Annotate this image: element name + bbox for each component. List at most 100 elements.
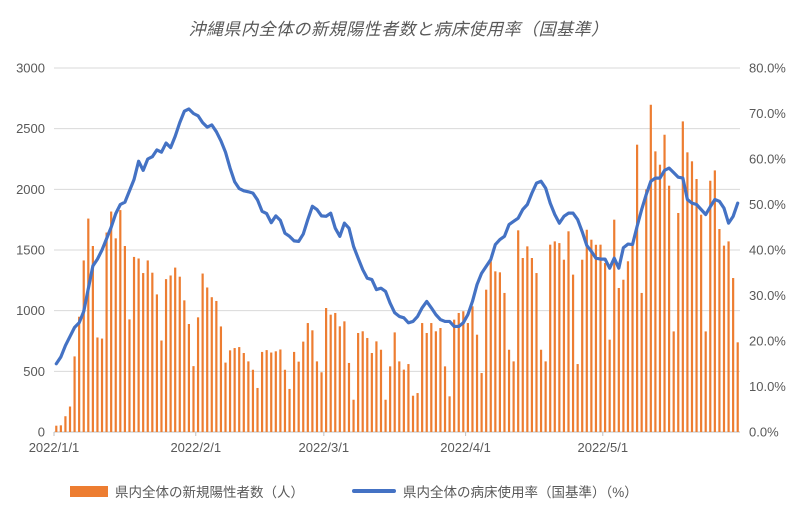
daily-cases-bar <box>613 219 616 432</box>
legend-item-cases: 県内全体の新規陽性者数（人） <box>70 481 304 501</box>
daily-cases-bar <box>663 134 666 433</box>
daily-cases-bar <box>713 170 716 432</box>
y-axis-left-label: 500 <box>23 364 45 379</box>
bed-usage-line <box>54 107 740 366</box>
daily-cases-bar <box>471 306 474 432</box>
daily-cases-bar <box>160 340 163 432</box>
bed-usage-legend-label: 県内全体の病床使用率（国基準）（%） <box>403 485 638 500</box>
daily-cases-bar <box>137 258 140 432</box>
daily-cases-bar <box>78 316 81 432</box>
daily-cases-bar <box>279 349 282 432</box>
daily-cases-bar <box>539 349 543 432</box>
y-axis-left-label: 2500 <box>16 121 45 136</box>
daily-cases-bar <box>320 372 323 432</box>
y-axis-left-label: 3000 <box>16 61 45 76</box>
daily-cases-bar <box>228 350 232 432</box>
daily-cases-bar <box>485 289 488 432</box>
daily-cases-bar <box>631 244 634 432</box>
daily-cases-bar <box>219 326 223 432</box>
daily-cases-bar <box>174 267 177 432</box>
x-axis-label: 2022/1/1 <box>29 440 80 455</box>
daily-cases-bar <box>622 279 625 432</box>
daily-cases-bar <box>626 261 630 432</box>
daily-cases-bar <box>96 337 99 432</box>
daily-cases-bar <box>430 323 433 432</box>
daily-cases-bar <box>658 164 662 432</box>
daily-cases-bar <box>233 348 236 432</box>
daily-cases-bar <box>603 262 607 432</box>
daily-cases-bar <box>119 210 122 432</box>
daily-cases-bar <box>512 361 515 432</box>
daily-cases-bar <box>636 144 639 432</box>
y-axis-right-label: 20.0% <box>749 334 786 349</box>
daily-cases-bar <box>425 332 428 432</box>
y-axis-right-label: 80.0% <box>749 61 786 76</box>
daily-cases-bar <box>151 272 154 432</box>
daily-cases-bar <box>649 104 652 432</box>
daily-cases-bar <box>91 246 94 432</box>
daily-cases-bar <box>343 321 346 432</box>
daily-cases-bar <box>110 211 113 432</box>
daily-cases-bar <box>393 332 396 432</box>
daily-cases-bar <box>265 350 268 432</box>
daily-cases-bar <box>192 366 195 432</box>
legend-item-bed-usage: 県内全体の病床使用率（国基準）（%） <box>352 481 638 501</box>
daily-cases-bar <box>357 332 360 432</box>
daily-cases-bar <box>334 312 337 432</box>
x-axis-label: 2022/2/1 <box>170 440 221 455</box>
daily-cases-bar <box>732 278 735 432</box>
daily-cases-bar <box>238 347 241 432</box>
daily-cases-bar <box>434 331 437 432</box>
daily-cases-bar <box>517 230 520 432</box>
daily-cases-bar <box>411 395 415 432</box>
daily-cases-bar <box>640 292 643 432</box>
daily-cases-bar <box>585 229 588 432</box>
daily-cases-bar <box>379 349 383 432</box>
cases-legend-swatch <box>70 485 108 497</box>
daily-cases-bar <box>562 259 566 432</box>
daily-cases-bar <box>55 425 58 432</box>
daily-cases-bar <box>338 326 341 432</box>
daily-cases-bar <box>480 373 483 432</box>
daily-cases-bar <box>270 352 273 432</box>
daily-cases-bar <box>544 361 547 432</box>
daily-cases-bar <box>183 300 186 432</box>
y-axis-right-label: 0.0% <box>749 425 779 440</box>
daily-cases-bar <box>407 364 410 432</box>
daily-cases-bar <box>677 212 680 432</box>
daily-cases-bar <box>695 179 698 432</box>
daily-cases-bar <box>283 369 287 432</box>
y-axis-right-label: 40.0% <box>749 243 786 258</box>
daily-cases-bar <box>247 361 250 432</box>
daily-cases-bar <box>448 396 451 432</box>
daily-cases-bar <box>105 232 108 432</box>
daily-cases-bar <box>59 425 62 432</box>
daily-cases-bar <box>718 229 721 432</box>
daily-cases-bar <box>402 369 405 432</box>
daily-cases-bar <box>722 245 726 432</box>
daily-cases-bar <box>306 323 309 432</box>
daily-cases-bar <box>389 366 392 432</box>
daily-cases-bar <box>329 314 332 432</box>
daily-cases-bar <box>503 292 506 432</box>
daily-cases-bar <box>132 256 136 432</box>
y-axis-left-label: 1500 <box>16 243 45 258</box>
daily-cases-bar <box>352 399 355 432</box>
daily-cases-bar <box>704 331 707 432</box>
daily-cases-bar <box>530 258 534 432</box>
daily-cases-bar <box>146 260 149 432</box>
daily-cases-bar <box>599 244 602 432</box>
daily-cases-bar <box>128 319 131 432</box>
daily-cases-bar <box>178 276 181 432</box>
daily-cases-bar <box>466 323 469 432</box>
bed-usage-legend-swatch <box>352 489 396 493</box>
daily-cases-bar <box>736 342 739 432</box>
daily-cases-bar <box>370 353 373 432</box>
daily-cases-bar <box>64 416 67 432</box>
daily-cases-bar <box>164 279 168 432</box>
daily-cases-bar <box>571 274 575 432</box>
daily-cases-bar <box>489 261 492 432</box>
daily-cases-bar <box>297 361 300 432</box>
daily-cases-bar <box>224 362 227 432</box>
daily-cases-bar <box>681 121 684 432</box>
